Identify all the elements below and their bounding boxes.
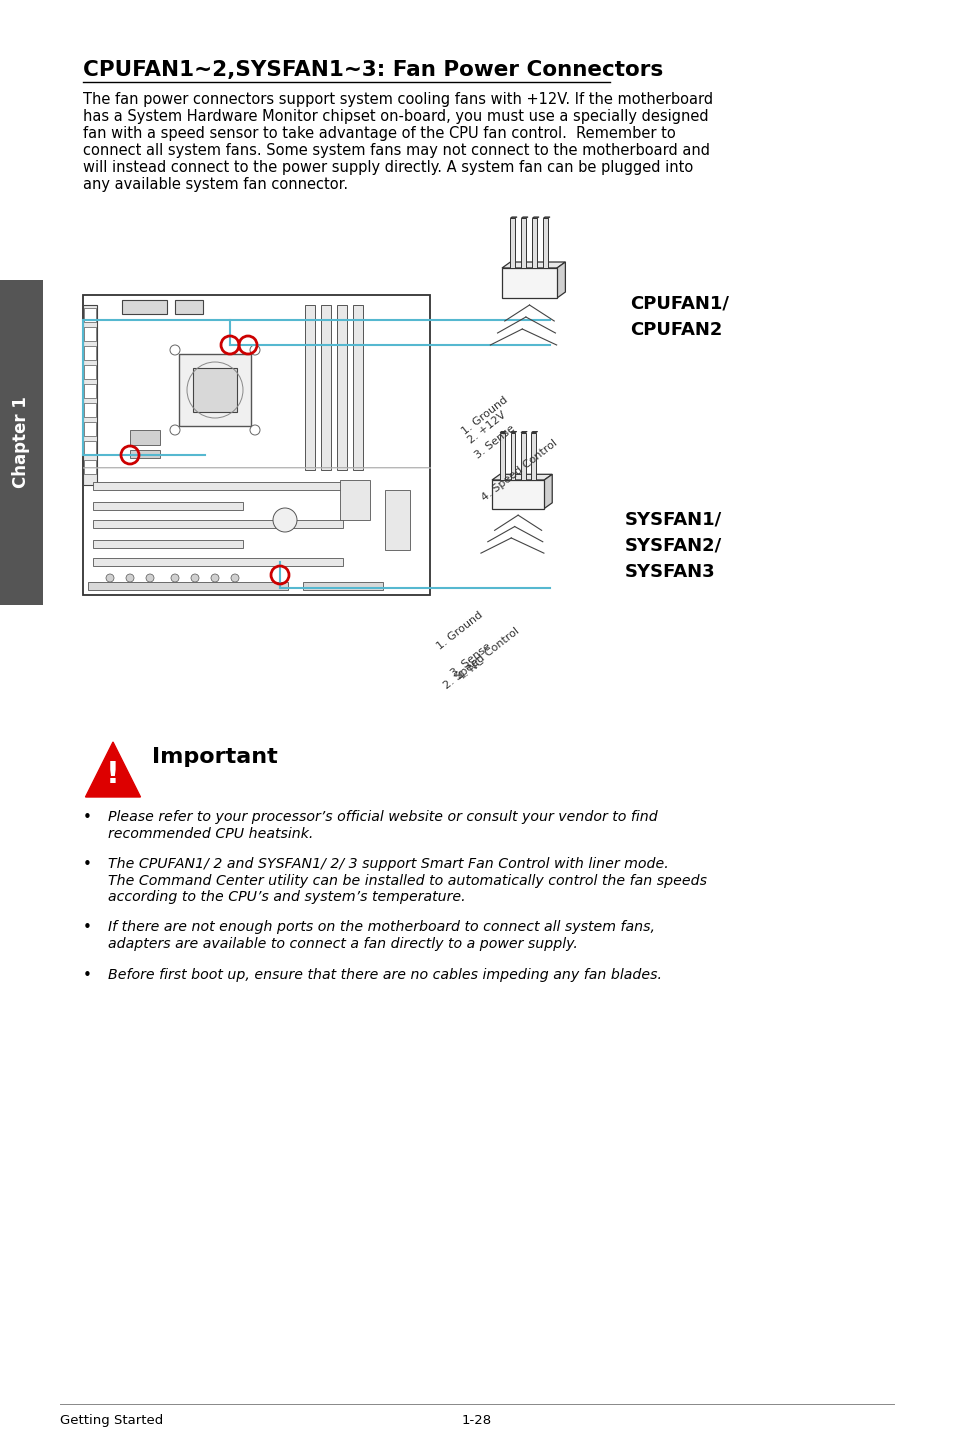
Polygon shape	[336, 305, 347, 470]
Polygon shape	[492, 480, 543, 508]
Polygon shape	[130, 450, 160, 458]
Circle shape	[126, 574, 133, 581]
Polygon shape	[92, 558, 343, 566]
Polygon shape	[84, 308, 96, 322]
Polygon shape	[320, 305, 331, 470]
Polygon shape	[303, 581, 382, 590]
Polygon shape	[92, 503, 243, 510]
Text: •: •	[83, 968, 91, 982]
Text: The CPUFAN1/ 2 and SYSFAN1/ 2/ 3 support Smart Fan Control with liner mode.: The CPUFAN1/ 2 and SYSFAN1/ 2/ 3 support…	[108, 856, 668, 871]
Polygon shape	[83, 295, 430, 596]
Text: recommended CPU heatsink.: recommended CPU heatsink.	[108, 826, 313, 841]
Text: will instead connect to the power supply directly. A system fan can be plugged i: will instead connect to the power supply…	[83, 160, 693, 175]
Polygon shape	[84, 347, 96, 359]
Text: 4. NC: 4. NC	[456, 656, 486, 683]
Text: •: •	[83, 921, 91, 935]
Polygon shape	[501, 262, 565, 268]
Text: any available system fan connector.: any available system fan connector.	[83, 178, 348, 192]
Polygon shape	[84, 365, 96, 379]
Text: CPUFAN1/
CPUFAN2: CPUFAN1/ CPUFAN2	[629, 295, 728, 339]
Text: Please refer to your processor’s official website or consult your vendor to find: Please refer to your processor’s officia…	[108, 811, 657, 823]
Polygon shape	[557, 262, 565, 298]
Polygon shape	[84, 326, 96, 341]
Polygon shape	[88, 581, 288, 590]
Polygon shape	[543, 218, 548, 268]
Text: •: •	[83, 856, 91, 872]
Polygon shape	[339, 480, 370, 520]
Polygon shape	[305, 305, 314, 470]
Polygon shape	[531, 432, 536, 480]
Polygon shape	[520, 432, 525, 480]
Text: If there are not enough ports on the motherboard to connect all system fans,: If there are not enough ports on the mot…	[108, 921, 655, 935]
Text: Getting Started: Getting Started	[60, 1413, 163, 1428]
Polygon shape	[193, 368, 236, 412]
Text: 1. Ground: 1. Ground	[459, 395, 509, 437]
Polygon shape	[510, 218, 515, 268]
Text: 3. Sense: 3. Sense	[449, 640, 493, 679]
Circle shape	[273, 508, 296, 533]
Polygon shape	[353, 305, 363, 470]
Text: 1-28: 1-28	[461, 1413, 492, 1428]
Circle shape	[106, 574, 113, 581]
Text: !: !	[106, 760, 120, 789]
Polygon shape	[385, 490, 410, 550]
Polygon shape	[122, 299, 167, 314]
Polygon shape	[83, 305, 97, 485]
Text: Important: Important	[152, 748, 277, 768]
Text: The Command Center utility can be installed to automatically control the fan spe: The Command Center utility can be instal…	[108, 874, 706, 888]
Text: adapters are available to connect a fan directly to a power supply.: adapters are available to connect a fan …	[108, 937, 578, 951]
Circle shape	[146, 574, 153, 581]
Circle shape	[231, 574, 239, 581]
Polygon shape	[84, 384, 96, 398]
Text: 3. Sense: 3. Sense	[473, 424, 517, 461]
Polygon shape	[510, 432, 515, 480]
Polygon shape	[86, 742, 140, 798]
Polygon shape	[499, 432, 504, 480]
Polygon shape	[84, 460, 96, 474]
Polygon shape	[0, 281, 43, 604]
Polygon shape	[543, 474, 552, 508]
Text: fan with a speed sensor to take advantage of the CPU fan control.  Remember to: fan with a speed sensor to take advantag…	[83, 126, 675, 140]
Text: according to the CPU’s and system’s temperature.: according to the CPU’s and system’s temp…	[108, 891, 465, 904]
Polygon shape	[84, 441, 96, 455]
Polygon shape	[130, 430, 160, 445]
Polygon shape	[84, 402, 96, 417]
Text: 4. Speed Control: 4. Speed Control	[479, 438, 558, 503]
Polygon shape	[92, 520, 343, 528]
Circle shape	[171, 574, 179, 581]
Text: 1. Ground: 1. Ground	[435, 610, 484, 652]
Text: •: •	[83, 811, 91, 825]
Circle shape	[191, 574, 199, 581]
Polygon shape	[92, 483, 343, 490]
Polygon shape	[532, 218, 537, 268]
Text: connect all system fans. Some system fans may not connect to the motherboard and: connect all system fans. Some system fan…	[83, 143, 709, 158]
Text: 2. +12V: 2. +12V	[466, 410, 508, 445]
Polygon shape	[521, 218, 526, 268]
Text: has a System Hardware Monitor chipset on-board, you must use a specially designe: has a System Hardware Monitor chipset on…	[83, 109, 708, 125]
Text: 2. Speed Control: 2. Speed Control	[441, 626, 521, 690]
Polygon shape	[501, 268, 557, 298]
Text: CPUFAN1~2,SYSFAN1~3: Fan Power Connectors: CPUFAN1~2,SYSFAN1~3: Fan Power Connector…	[83, 60, 662, 80]
Text: The fan power connectors support system cooling fans with +12V. If the motherboa: The fan power connectors support system …	[83, 92, 713, 107]
Polygon shape	[174, 299, 203, 314]
Text: Chapter 1: Chapter 1	[12, 397, 30, 488]
Text: Before first boot up, ensure that there are no cables impeding any fan blades.: Before first boot up, ensure that there …	[108, 968, 661, 981]
Polygon shape	[492, 474, 552, 480]
Polygon shape	[179, 354, 251, 425]
Polygon shape	[92, 540, 243, 548]
Circle shape	[211, 574, 219, 581]
Polygon shape	[84, 422, 96, 435]
Text: SYSFAN1/
SYSFAN2/
SYSFAN3: SYSFAN1/ SYSFAN2/ SYSFAN3	[624, 510, 721, 581]
